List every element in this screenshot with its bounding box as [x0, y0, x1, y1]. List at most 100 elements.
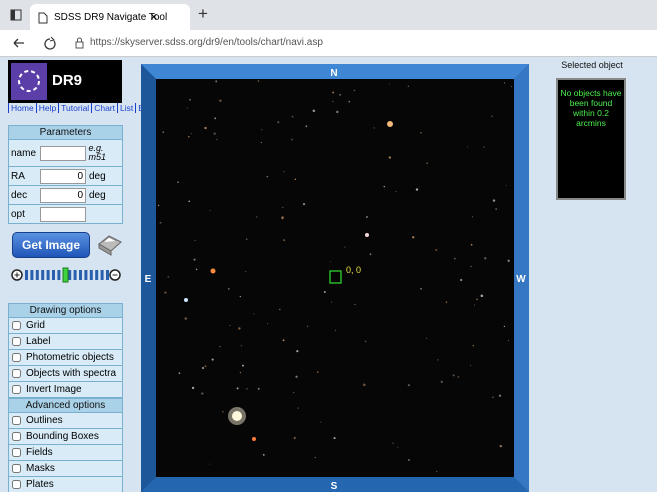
star	[238, 327, 241, 330]
star	[320, 421, 322, 423]
star	[471, 216, 474, 218]
star	[495, 208, 497, 210]
slider-notch	[84, 270, 88, 280]
tab-icon[interactable]	[10, 9, 22, 21]
option-label: Fields	[26, 447, 53, 458]
star	[507, 259, 510, 262]
star	[209, 210, 211, 212]
new-tab[interactable]: +	[198, 4, 208, 23]
star	[467, 146, 468, 148]
star	[412, 236, 415, 239]
logo-icon	[11, 63, 47, 100]
slider-notch	[89, 270, 93, 280]
center-label: 0, 0	[346, 265, 361, 275]
option-label: Outlines	[26, 415, 63, 426]
star	[476, 298, 478, 301]
star	[219, 99, 222, 102]
star	[236, 387, 239, 390]
option-label: Grid	[26, 320, 45, 331]
slider-notch	[30, 270, 34, 280]
star	[364, 340, 367, 343]
star	[164, 291, 167, 294]
close-tab[interactable]: ×	[150, 9, 158, 24]
checkbox[interactable]	[12, 464, 21, 473]
checkbox[interactable]	[12, 432, 21, 441]
star	[332, 91, 335, 94]
get-image-button[interactable]: Get Image	[12, 232, 90, 258]
param-input[interactable]	[40, 168, 86, 184]
star	[452, 374, 455, 377]
star	[242, 364, 244, 367]
checkbox[interactable]	[12, 353, 21, 362]
print-icon[interactable]	[95, 230, 123, 258]
option: Label	[8, 334, 123, 350]
address-bar: https://skyserver.sdss.org/dr9/en/tools/…	[0, 30, 657, 57]
option: Photometric objects	[8, 350, 123, 366]
star	[262, 453, 265, 456]
param-unit: deg	[89, 189, 106, 201]
checkbox[interactable]	[12, 416, 21, 425]
star	[312, 109, 316, 113]
nav-link[interactable]: Help	[35, 103, 59, 113]
tab[interactable]: SDSS DR9 Navigate Tool ×	[30, 4, 190, 30]
nav-link[interactable]: Tutorial	[58, 103, 92, 113]
sky-image[interactable]: 0, 0 N S E W	[141, 64, 529, 492]
star	[445, 301, 448, 303]
param-input[interactable]	[40, 187, 86, 203]
star	[354, 303, 356, 305]
checkbox[interactable]	[12, 369, 21, 378]
star	[483, 146, 485, 148]
star	[296, 350, 299, 353]
param-input[interactable]	[40, 206, 86, 222]
panel-header: Advanced options	[8, 398, 123, 413]
option-label: Masks	[26, 463, 55, 474]
zoom-slider[interactable]	[10, 266, 124, 284]
checkbox[interactable]	[12, 385, 21, 394]
star	[204, 365, 207, 368]
nav-link[interactable]: Home	[8, 103, 36, 113]
star	[219, 345, 221, 348]
logo[interactable]: DR9	[8, 60, 122, 103]
star	[229, 324, 231, 326]
star	[267, 323, 269, 324]
option: Grid	[8, 318, 123, 334]
star	[186, 107, 188, 109]
compass-w: W	[516, 274, 526, 285]
checkbox[interactable]	[12, 321, 21, 330]
compass-n: N	[330, 68, 337, 79]
checkbox[interactable]	[12, 448, 21, 457]
star	[437, 359, 439, 361]
star	[201, 366, 205, 370]
star	[498, 394, 502, 397]
star	[157, 204, 160, 207]
star	[291, 138, 293, 141]
option: Masks	[8, 461, 123, 477]
logo-text: DR9	[52, 72, 83, 89]
star	[388, 156, 391, 159]
star	[159, 221, 162, 224]
param-label: RA	[11, 170, 25, 182]
url[interactable]: https://skyserver.sdss.org/dr9/en/tools/…	[90, 37, 323, 48]
star	[408, 458, 410, 461]
nav-link[interactable]: Chart	[91, 103, 117, 113]
star	[435, 248, 438, 251]
nav-buttons[interactable]	[12, 36, 92, 50]
checkbox[interactable]	[12, 337, 21, 346]
star	[162, 131, 164, 133]
param-unit: deg	[89, 170, 106, 182]
param-input[interactable]	[39, 145, 86, 161]
star	[240, 345, 242, 347]
star	[460, 278, 463, 282]
star	[293, 392, 295, 394]
nav-link[interactable]: List	[117, 103, 136, 113]
panel-header: Drawing options	[8, 303, 123, 318]
star	[469, 364, 471, 366]
star	[302, 202, 306, 206]
star	[505, 184, 507, 186]
checkbox[interactable]	[12, 480, 21, 489]
star	[503, 325, 505, 327]
option-label: Label	[26, 336, 51, 347]
option: Plates	[8, 477, 123, 492]
star	[332, 100, 334, 103]
